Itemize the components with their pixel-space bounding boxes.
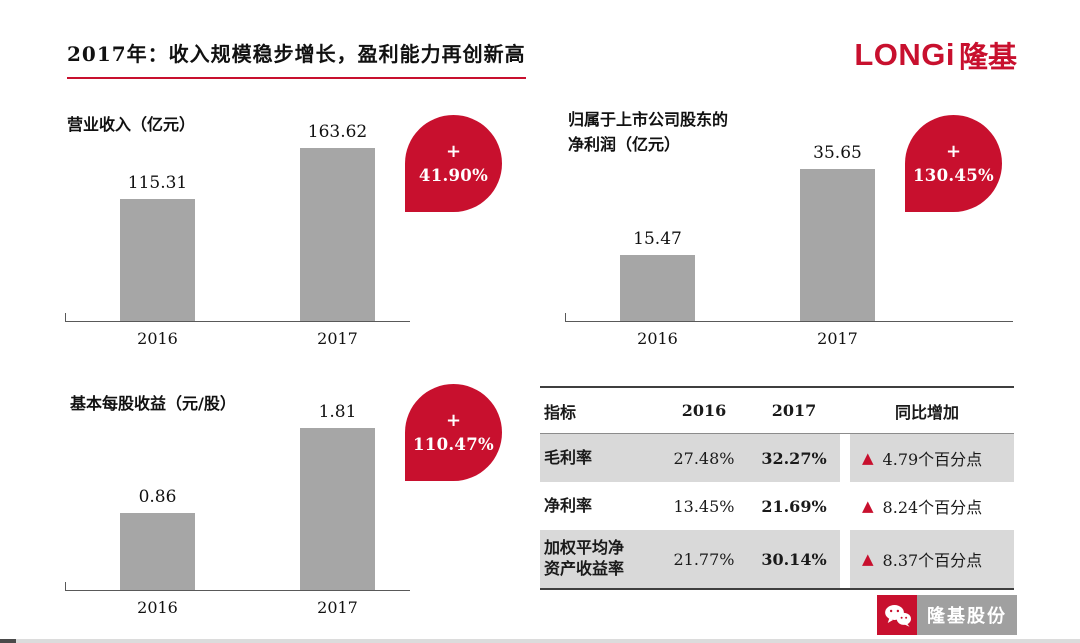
wechat-icon xyxy=(884,604,911,627)
growth-badge: + 110.47% xyxy=(405,384,502,481)
bar-2016 xyxy=(620,255,695,321)
table-cell-metric: 加权平均净 资产收益率 xyxy=(540,530,660,588)
growth-badge: + 130.45% xyxy=(905,115,1002,212)
chart-net-profit: 归属于上市公司股东的 净利润（亿元） 15.47 35.65 2016 2017… xyxy=(540,103,1015,368)
x-axis-label-2017: 2017 xyxy=(817,329,858,348)
bar-group-2016: 115.31 xyxy=(120,173,195,321)
table-header-yoy: 同比增加 xyxy=(840,388,1014,434)
wechat-watermark: 隆基股份 xyxy=(877,595,1017,635)
plot-area: 0.86 1.81 xyxy=(65,402,410,591)
x-axis-label-2017: 2017 xyxy=(317,598,358,617)
bottom-progress-strip xyxy=(0,639,1080,643)
up-triangle-icon: ▲ xyxy=(862,550,874,568)
metrics-table: 指标 2016 2017 同比增加 毛利率 27.48% 32.27% ▲ 4.… xyxy=(540,386,1014,590)
bar-2017 xyxy=(300,428,375,590)
growth-badge-percent: 130.45% xyxy=(913,165,994,185)
table-cell-2016: 13.45% xyxy=(673,496,735,516)
bar-group-2016: 0.86 xyxy=(120,487,195,590)
table-cell-2017: 21.69% xyxy=(761,496,827,516)
wechat-icon-box xyxy=(877,595,917,635)
bar-value-label: 163.62 xyxy=(307,122,368,142)
table-cell-yoy: ▲ 8.37个百分点 xyxy=(840,530,1014,588)
growth-badge-percent: 41.90% xyxy=(418,165,489,185)
up-triangle-icon: ▲ xyxy=(862,497,874,515)
table-header-2016: 2016 xyxy=(660,388,748,434)
bar-2017 xyxy=(800,169,875,321)
table-header-2017: 2017 xyxy=(748,388,840,434)
watermark-brand-text: 隆基股份 xyxy=(917,595,1017,635)
table-cell-2017: 32.27% xyxy=(748,434,840,482)
growth-badge-sign: + xyxy=(445,410,462,432)
table-cell-yoy: ▲ 4.79个百分点 xyxy=(840,434,1014,482)
bar-value-label: 35.65 xyxy=(813,143,862,163)
chart-title: 营业收入（亿元） xyxy=(67,115,196,134)
logo-chinese-text: 隆基 xyxy=(958,40,1017,74)
x-axis-label-2016: 2016 xyxy=(137,329,178,348)
plot-area: 115.31 163.62 xyxy=(65,122,410,322)
longi-logo: LONGi 隆基 xyxy=(854,34,1017,76)
bar-value-label: 15.47 xyxy=(633,229,682,249)
up-triangle-icon: ▲ xyxy=(862,449,874,467)
table-cell-2016: 27.48% xyxy=(660,434,748,482)
bar-group-2017: 35.65 xyxy=(800,143,875,321)
bar-value-label: 115.31 xyxy=(127,173,188,193)
bar-group-2016: 15.47 xyxy=(620,229,695,321)
bar-group-2017: 163.62 xyxy=(300,122,375,321)
bar-2016 xyxy=(120,199,195,321)
plot-area: 15.47 35.65 xyxy=(565,143,1013,322)
bar-group-2017: 1.81 xyxy=(300,402,375,590)
chart-title: 归属于上市公司股东的 净利润（亿元） xyxy=(568,110,729,154)
x-axis-label-2016: 2016 xyxy=(137,598,178,617)
growth-badge-sign: + xyxy=(945,141,962,163)
table-cell-2016: 21.77% xyxy=(660,530,748,588)
chart-basic-eps: 基本每股收益（元/股） 0.86 1.81 2016 2017 + 110.47… xyxy=(65,378,510,633)
yoy-value: 8.24个百分点 xyxy=(882,498,983,517)
bar-value-label: 1.81 xyxy=(318,402,357,422)
x-axis-label-2016: 2016 xyxy=(637,329,678,348)
yoy-value: 4.79个百分点 xyxy=(882,450,983,469)
bottom-progress-played xyxy=(0,639,16,643)
table-cell-yoy: ▲ 8.24个百分点 xyxy=(840,482,1014,530)
logo-latin-text: LONGi xyxy=(854,37,955,72)
table-cell-metric: 净利率 xyxy=(544,495,593,515)
yoy-value: 8.37个百分点 xyxy=(882,551,983,570)
growth-badge: + 41.90% xyxy=(405,115,502,212)
x-axis-label-2017: 2017 xyxy=(317,329,358,348)
chart-title: 基本每股收益（元/股） xyxy=(70,394,236,413)
bar-2016 xyxy=(120,513,195,590)
table-header-metric: 指标 xyxy=(540,388,660,434)
chart-operating-revenue: 营业收入（亿元） 115.31 163.62 2016 2017 + 41.90… xyxy=(65,103,510,368)
page-title: 2017年：收入规模稳步增长，盈利能力再创新高 xyxy=(67,38,526,79)
table-cell-2017: 30.14% xyxy=(748,530,840,588)
growth-badge-percent: 110.47% xyxy=(413,434,494,454)
bar-2017 xyxy=(300,148,375,321)
bar-value-label: 0.86 xyxy=(138,487,177,507)
growth-badge-sign: + xyxy=(445,141,462,163)
table-cell-metric: 毛利率 xyxy=(540,434,660,482)
